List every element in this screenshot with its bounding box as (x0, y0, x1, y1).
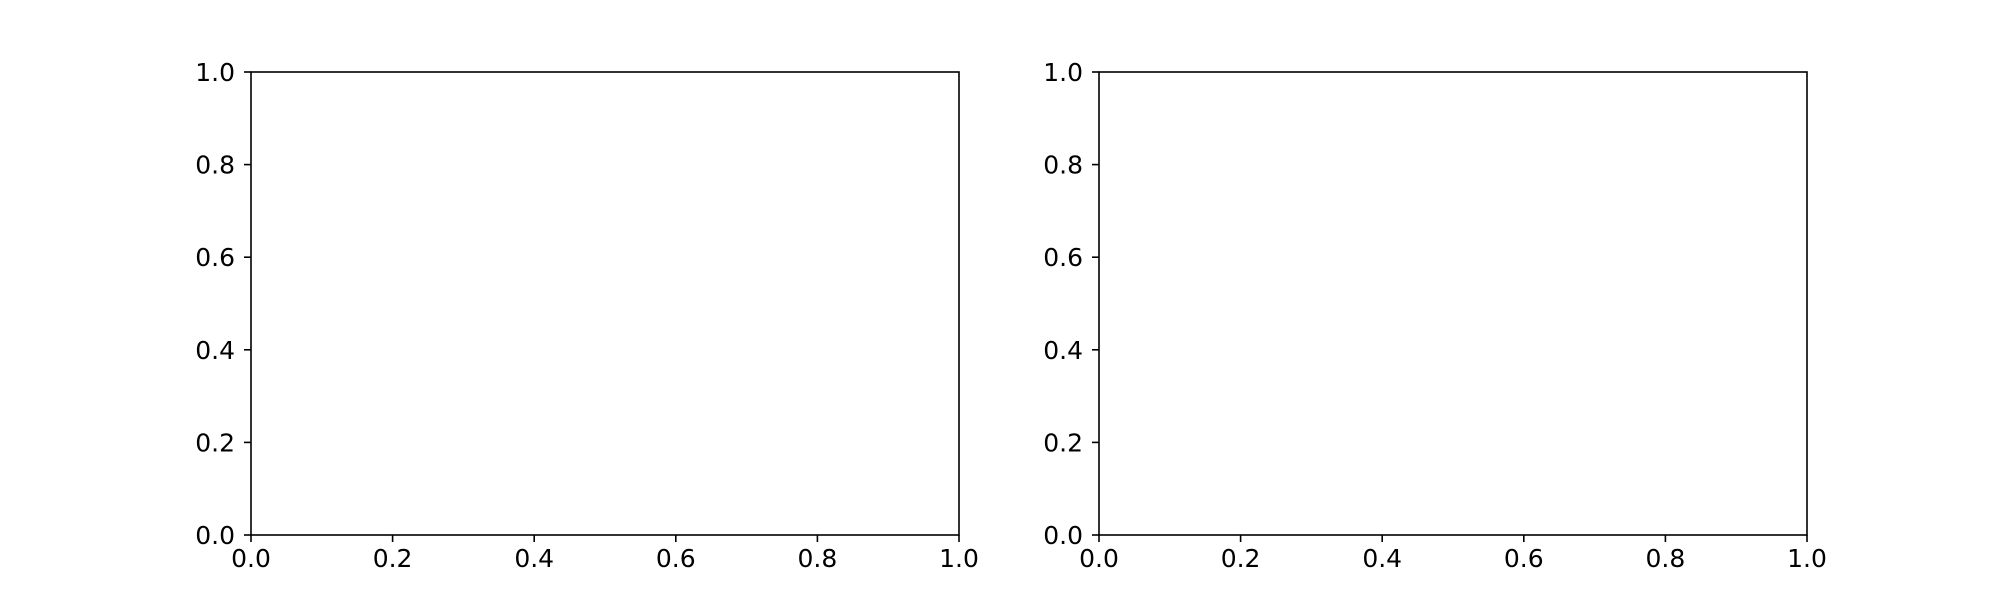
right-y-tick-label: 0.0 (1043, 521, 1083, 550)
right-x-tick-label: 0.4 (1362, 544, 1402, 573)
left-y-tick-label: 0.4 (195, 336, 235, 365)
left-x-tick-label: 0.4 (514, 544, 554, 573)
left-y-tick-label: 0.2 (195, 428, 235, 457)
right-y-tick-label: 0.4 (1043, 336, 1083, 365)
right-x-tick-label: 1.0 (1787, 544, 1827, 573)
right-y-tick-label: 0.2 (1043, 428, 1083, 457)
right-axes-panel: 0.0 0.2 0.4 0.6 0.8 1.0 0.0 0.2 0.4 0.6 0.8 1.0 (1043, 58, 1827, 573)
left-y-tick-label: 0.0 (195, 521, 235, 550)
left-plot-frame (250, 71, 960, 536)
left-y-tick-label: 1.0 (195, 58, 235, 87)
right-x-tick-label: 0.6 (1504, 544, 1544, 573)
left-axes-panel: 0.0 0.2 0.4 0.6 0.8 1.0 0.0 0.2 0.4 0.6 0.8 1.0 (195, 58, 979, 573)
left-y-tick-label: 0.6 (195, 243, 235, 272)
left-x-tick-label: 0.0 (231, 544, 271, 573)
left-x-tick-label: 1.0 (939, 544, 979, 573)
right-y-tick-label: 1.0 (1043, 58, 1083, 87)
left-x-tick-label: 0.2 (373, 544, 413, 573)
right-x-tick-label: 0.2 (1221, 544, 1261, 573)
left-x-tick-label: 0.8 (798, 544, 838, 573)
right-x-tick-label: 0.0 (1079, 544, 1119, 573)
right-plot-frame (1098, 71, 1808, 536)
right-y-tick-label: 0.8 (1043, 151, 1083, 180)
right-x-tick-label: 0.8 (1646, 544, 1686, 573)
right-y-tick-label: 0.6 (1043, 243, 1083, 272)
left-y-tick-label: 0.8 (195, 151, 235, 180)
left-x-tick-label: 0.6 (656, 544, 696, 573)
